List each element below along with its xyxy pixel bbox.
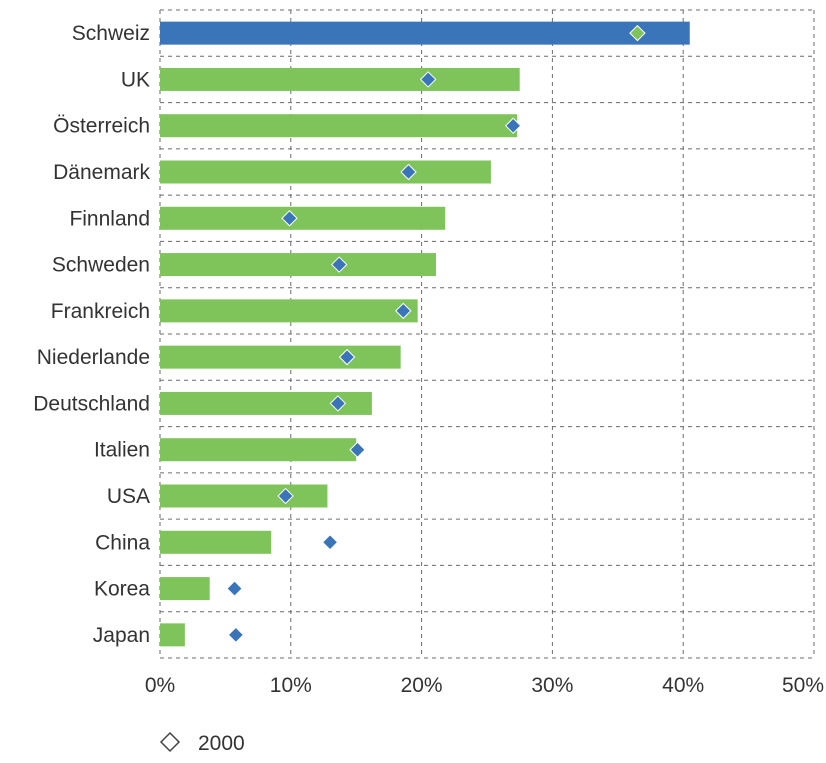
category-label: Schweden bbox=[52, 254, 150, 277]
bar-schweiz bbox=[160, 21, 690, 45]
bar-usa bbox=[160, 484, 328, 508]
bar-korea bbox=[160, 577, 210, 601]
category-label: Schweiz bbox=[72, 22, 150, 45]
category-label: Japan bbox=[93, 624, 150, 647]
marker-2000-usa bbox=[277, 487, 294, 505]
category-label: Dänemark bbox=[53, 161, 150, 184]
x-axis-ticks: 0% 10% 20% 30% 40% 50% bbox=[145, 674, 824, 697]
category-label: Italien bbox=[94, 439, 150, 462]
bar-österreich bbox=[160, 114, 518, 138]
grid-layer bbox=[159, 9, 815, 659]
marker-2000-deutschland bbox=[329, 395, 347, 412]
marker-2000-japan bbox=[227, 626, 245, 644]
x-tick-label: 10% bbox=[270, 674, 312, 697]
x-tick-label: 20% bbox=[401, 674, 443, 697]
category-label: Korea bbox=[94, 578, 150, 601]
category-label: China bbox=[95, 531, 150, 554]
category-label: Österreich bbox=[53, 115, 150, 138]
category-label: USA bbox=[107, 485, 150, 508]
legend-label-2000: 2000 bbox=[198, 732, 245, 755]
category-label: UK bbox=[121, 68, 150, 91]
marker-2000-schweiz bbox=[629, 24, 646, 42]
legend: 2000 bbox=[159, 731, 245, 755]
x-tick-label: 40% bbox=[662, 674, 704, 697]
category-label: Frankreich bbox=[51, 300, 150, 323]
marker-2000-dänemark bbox=[400, 163, 417, 181]
marker-2000-uk bbox=[419, 71, 437, 88]
bar-niederlande bbox=[160, 345, 401, 369]
x-tick-label: 0% bbox=[145, 674, 175, 697]
bar-uk bbox=[160, 67, 520, 91]
category-label: Deutschland bbox=[33, 392, 150, 415]
marker-2000-niederlande bbox=[338, 348, 356, 366]
marker-2000-schweden bbox=[330, 256, 348, 273]
bar-finnland bbox=[160, 206, 446, 230]
marker-2000-italien bbox=[349, 441, 366, 458]
x-tick-label: 30% bbox=[531, 674, 573, 697]
category-label: Niederlande bbox=[37, 346, 150, 369]
labels-layer: Schweiz UK Österreich Dänemark Finnland Schwe… bbox=[33, 22, 150, 647]
x-tick-label: 50% bbox=[782, 674, 824, 697]
marker-2000-österreich bbox=[504, 117, 522, 134]
bar-dänemark bbox=[160, 160, 491, 184]
bar-japan bbox=[160, 623, 185, 647]
bar-deutschland bbox=[160, 391, 372, 415]
marker-2000-frankreich bbox=[395, 302, 412, 320]
bar-frankreich bbox=[160, 299, 418, 323]
marker-2000-china bbox=[321, 534, 339, 551]
category-label: Finnland bbox=[69, 207, 150, 230]
bar-schweden bbox=[160, 253, 436, 277]
bar-italien bbox=[160, 438, 357, 462]
marker-2000-korea bbox=[226, 580, 243, 597]
markers-layer bbox=[226, 24, 646, 644]
legend-diamond-icon bbox=[159, 731, 181, 753]
bar-china bbox=[160, 530, 272, 554]
marker-2000-finnland bbox=[281, 210, 298, 227]
